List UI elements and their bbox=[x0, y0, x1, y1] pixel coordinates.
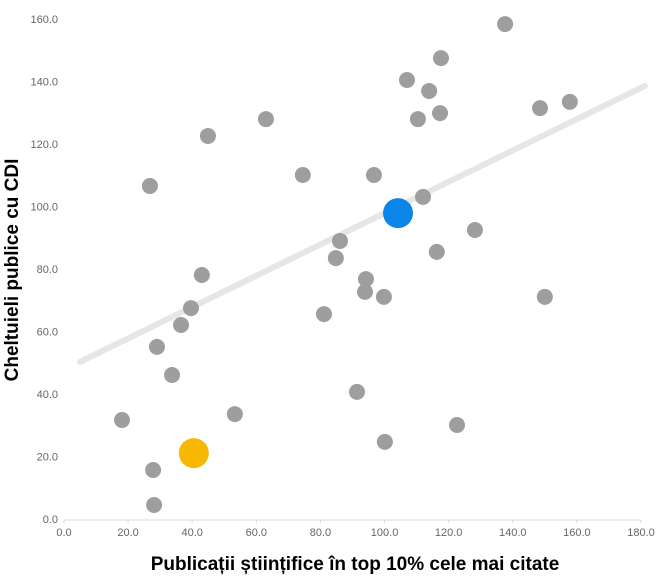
y-tick-label: 0.0 bbox=[43, 514, 58, 526]
x-tick-label: 80.0 bbox=[310, 527, 331, 539]
x-tick-label: 180.0 bbox=[627, 527, 655, 539]
x-tick-label: 100.0 bbox=[371, 527, 399, 539]
point bbox=[145, 462, 162, 478]
y-tick-label: 160.0 bbox=[30, 14, 58, 26]
point bbox=[173, 317, 190, 333]
x-tick-label: 0.0 bbox=[56, 527, 71, 539]
point bbox=[148, 338, 165, 355]
point bbox=[348, 383, 365, 400]
point bbox=[532, 100, 549, 117]
point bbox=[164, 367, 181, 383]
point bbox=[331, 232, 348, 249]
point bbox=[114, 412, 131, 428]
y-tick-label: 120.0 bbox=[30, 139, 58, 151]
y-axis-title: Cheltuieli publice cu CDI bbox=[2, 159, 23, 382]
point bbox=[357, 271, 374, 288]
plot-area: 0.0 20.0 40.0 60.0 80.0 100.0 120.0 140.0 160.0 1… bbox=[30, 14, 654, 539]
y-tick-label: 40.0 bbox=[37, 389, 58, 401]
y-tick-label: 20.0 bbox=[37, 451, 58, 463]
point bbox=[398, 72, 415, 88]
point bbox=[561, 93, 578, 110]
point bbox=[178, 438, 209, 469]
point bbox=[497, 16, 514, 33]
point bbox=[327, 250, 344, 267]
x-tick-label: 120.0 bbox=[435, 527, 463, 539]
point bbox=[357, 283, 374, 300]
point bbox=[146, 497, 163, 513]
trendline bbox=[77, 82, 648, 365]
point bbox=[375, 288, 392, 305]
point bbox=[226, 406, 243, 423]
point bbox=[257, 111, 274, 128]
point bbox=[466, 222, 483, 238]
point bbox=[432, 50, 449, 67]
point bbox=[315, 306, 332, 323]
point bbox=[415, 188, 432, 205]
x-tick-label: 140.0 bbox=[499, 527, 527, 539]
x-tick-label: 20.0 bbox=[117, 527, 138, 539]
point bbox=[365, 167, 382, 183]
y-tick-label: 100.0 bbox=[30, 201, 58, 213]
x-tick-label: 60.0 bbox=[246, 527, 267, 539]
point bbox=[449, 417, 466, 433]
x-tick-label: 40.0 bbox=[182, 527, 203, 539]
y-tick-label: 60.0 bbox=[37, 326, 58, 338]
x-axis-title: Publicații științifice în top 10% cele m… bbox=[151, 554, 560, 575]
point bbox=[182, 300, 199, 317]
y-tick-label: 140.0 bbox=[30, 76, 58, 88]
point bbox=[141, 177, 158, 194]
point bbox=[536, 288, 553, 305]
point bbox=[409, 111, 426, 128]
x-tick-label: 160.0 bbox=[563, 527, 591, 539]
title-backdrop bbox=[0, 0, 24, 581]
point bbox=[294, 167, 311, 183]
point bbox=[199, 127, 216, 144]
point bbox=[428, 243, 445, 260]
y-tick-label: 80.0 bbox=[37, 264, 58, 276]
point bbox=[383, 198, 414, 229]
point bbox=[376, 433, 393, 450]
point bbox=[193, 267, 210, 283]
point bbox=[421, 82, 438, 99]
point bbox=[432, 105, 449, 122]
